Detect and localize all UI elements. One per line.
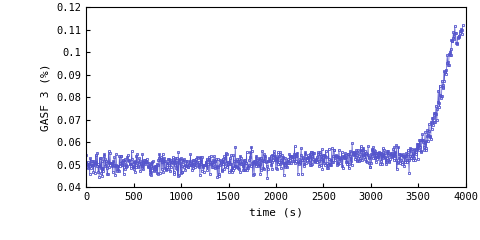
X-axis label: time (s): time (s) — [249, 208, 303, 218]
Y-axis label: GASF 3 (%): GASF 3 (%) — [41, 63, 51, 131]
